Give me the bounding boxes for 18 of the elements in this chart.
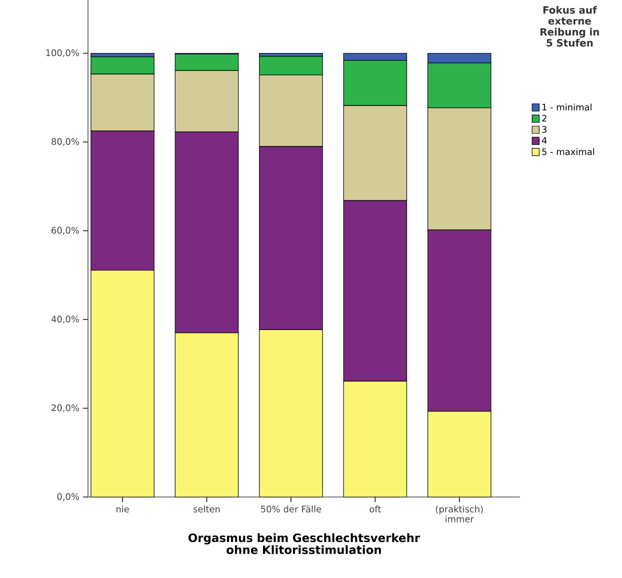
- y-tick-label: 40,0%: [51, 316, 79, 324]
- x-tick-label: 50% der Fälle: [261, 506, 322, 512]
- legend-label: 2: [542, 114, 546, 122]
- y-tick-label: 60,0%: [52, 226, 79, 235]
- legend-label: 4: [542, 137, 547, 144]
- x-tick-label: oft: [370, 506, 381, 512]
- y-tick-label: 100,0%: [46, 49, 79, 58]
- legend-title: Fokus auf externe Reibung in 5 Stufen: [540, 6, 599, 47]
- x-tick-label: (praktisch) immer: [436, 506, 483, 522]
- legend-label: 5 - maximal: [542, 148, 594, 156]
- y-tick-label: 0,0%: [57, 493, 79, 501]
- y-tick-label: 80,0%: [52, 138, 79, 146]
- x-tick-label: nie: [116, 506, 129, 512]
- legend-label: 1 - minimal: [542, 104, 592, 111]
- x-tick-label: selten: [194, 506, 220, 512]
- legend-label: 3: [542, 126, 546, 133]
- y-tick-label: 20,0%: [52, 404, 79, 412]
- x-axis-title: Orgasmus beim Geschlechtsverkehr ohne Klitorisstimulation: [188, 533, 420, 554]
